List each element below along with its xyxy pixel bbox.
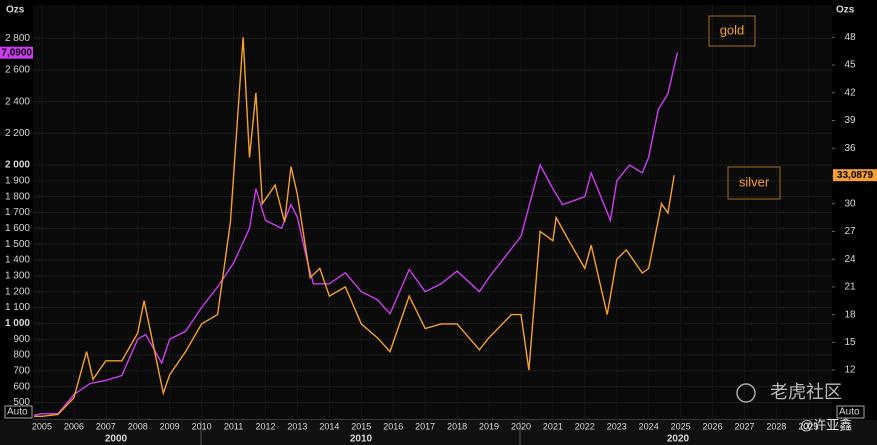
y-tick-label: 1 300 xyxy=(5,270,30,281)
x-tick-label: 2007 xyxy=(96,421,116,431)
last-value-box xyxy=(833,169,877,182)
x-tick-label: 2022 xyxy=(575,421,595,431)
watermark-user: @许亚鑫 xyxy=(800,417,852,432)
y-tick-label: 700 xyxy=(13,366,30,377)
x-tick-label: 2018 xyxy=(447,421,467,431)
x-tick-label: 2024 xyxy=(639,421,659,431)
y2-tick-label: 36 xyxy=(844,143,856,154)
y-tick-label: 800 xyxy=(13,350,30,361)
x-tick-label: 2005 xyxy=(32,421,52,431)
x-tick-label: 2027 xyxy=(734,421,754,431)
x-tick-label: 2016 xyxy=(383,421,403,431)
y-tick-label: 2 400 xyxy=(5,96,30,107)
x-tick-label: 2019 xyxy=(479,421,499,431)
auto-left[interactable]: Auto xyxy=(7,407,28,418)
y2-tick-label: 18 xyxy=(844,309,856,320)
y-tick-label: 2 200 xyxy=(5,128,30,139)
x-tick-label: 2017 xyxy=(415,421,435,431)
x-tick-label: 2015 xyxy=(351,421,371,431)
decade-label: 2010 xyxy=(350,434,373,445)
x-tick-label: 2009 xyxy=(160,421,180,431)
x-tick-label: 2010 xyxy=(192,421,212,431)
y-tick-label: 2 600 xyxy=(5,65,30,76)
y-tick-label: 500 xyxy=(13,397,30,408)
y-tick-label: 1 200 xyxy=(5,286,30,297)
y2-tick-label: 12 xyxy=(844,365,856,376)
y-tick-label: 1 800 xyxy=(5,191,30,202)
legend-box xyxy=(708,15,756,47)
x-axis-band xyxy=(0,420,877,445)
x-tick-label: 2014 xyxy=(319,421,339,431)
y-tick-label: 1 500 xyxy=(5,239,30,250)
legend-box xyxy=(727,166,781,200)
last-value-label: 7,0900 xyxy=(1,47,32,58)
x-tick-label: 2026 xyxy=(703,421,723,431)
y2-tick-label: 42 xyxy=(844,87,856,98)
series-line xyxy=(34,37,675,417)
x-tick-label: 2021 xyxy=(543,421,563,431)
y2-tick-label: 30 xyxy=(844,198,856,209)
y-tick-label: 900 xyxy=(13,334,30,345)
decade-label: 2000 xyxy=(105,434,128,445)
auto-right[interactable]: Auto xyxy=(839,407,860,418)
y2-tick-label: 24 xyxy=(844,254,856,265)
series-line xyxy=(33,52,679,416)
x-tick-label: 2012 xyxy=(255,421,275,431)
x-tick-label: 2023 xyxy=(607,421,627,431)
y2-tick-label: 21 xyxy=(844,282,856,293)
x-tick-label: 2020 xyxy=(511,421,531,431)
y2-tick-label: 27 xyxy=(844,226,856,237)
x-tick-label: 2008 xyxy=(128,421,148,431)
legend-label: gold xyxy=(720,22,745,37)
legend-label: silver xyxy=(739,174,770,189)
y-tick-label: 2 000 xyxy=(5,160,30,171)
watermark-icon xyxy=(736,383,756,403)
y2-tick-label: 39 xyxy=(844,115,856,126)
y-tick-label: 1 700 xyxy=(5,207,30,218)
auto-button[interactable] xyxy=(836,405,865,419)
y-tick-label: 1 600 xyxy=(5,223,30,234)
y2-tick-label: 45 xyxy=(844,60,856,71)
last-value-box xyxy=(0,46,33,59)
x-tick-label: 2011 xyxy=(224,421,243,431)
decade-label: 2020 xyxy=(667,434,690,445)
y-tick-label: 600 xyxy=(13,381,30,392)
y-tick-label: 1 900 xyxy=(5,175,30,186)
auto-button[interactable] xyxy=(4,405,33,419)
x-tick-label: 2006 xyxy=(64,421,84,431)
y2-tick-label: 48 xyxy=(844,32,856,43)
y-tick-label: 2 800 xyxy=(5,33,30,44)
x-tick-label: 2029 xyxy=(798,421,818,431)
y2-tick-label: 15 xyxy=(844,337,856,348)
x-tick-label: 2028 xyxy=(766,421,786,431)
y-tick-label: 1 400 xyxy=(5,255,30,266)
last-value-label: 33,0879 xyxy=(837,170,874,181)
y-tick-label: 1 100 xyxy=(5,302,30,313)
y-tick-label: 1 000 xyxy=(5,318,30,329)
x-tick-label: 2025 xyxy=(671,421,691,431)
watermark: 老虎社区 xyxy=(770,382,842,402)
y2-axis-label: Ozs xyxy=(836,5,855,16)
y-axis-label: Ozs xyxy=(6,5,25,16)
x-tick-label: 2013 xyxy=(287,421,307,431)
